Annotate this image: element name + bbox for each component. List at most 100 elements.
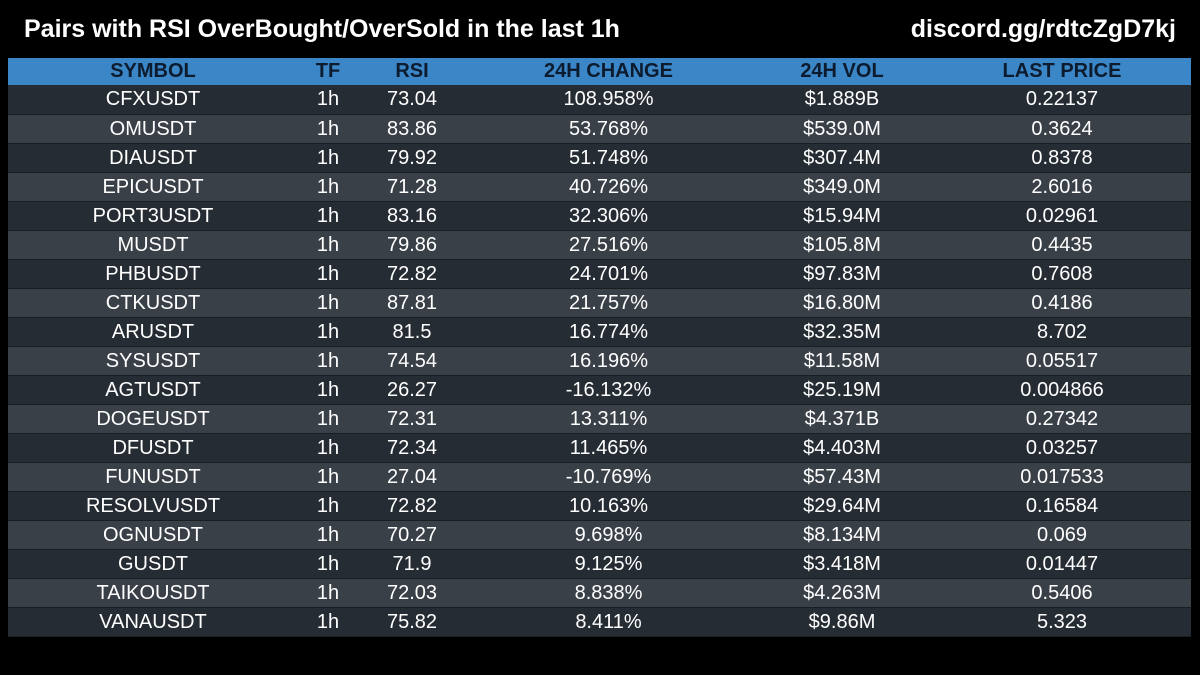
cell-24h-vol: $57.43M [751, 462, 933, 492]
table-row[interactable]: DFUSDT 1h 72.34 11.465% $4.403M 0.03257 [8, 433, 1191, 463]
column-header-last-price[interactable]: LAST PRICE [1002, 60, 1122, 82]
cell-24h-vol: $29.64M [751, 491, 933, 521]
cell-tf: 1h [298, 114, 358, 144]
cell-24h-change: 51.748% [466, 143, 751, 173]
cell-24h-change: 8.411% [466, 607, 751, 637]
cell-24h-vol: $1.889B [751, 85, 933, 115]
cell-symbol: PHBUSDT [8, 259, 298, 289]
cell-tf: 1h [298, 607, 358, 637]
cell-tf: 1h [298, 462, 358, 492]
table-row[interactable]: CFXUSDT 1h 73.04 108.958% $1.889B 0.22137 [8, 85, 1191, 115]
cell-rsi: 70.27 [358, 520, 466, 550]
cell-last-price: 0.27342 [933, 404, 1191, 434]
table-row[interactable]: CTKUSDT 1h 87.81 21.757% $16.80M 0.4186 [8, 288, 1191, 318]
cell-last-price: 0.7608 [933, 259, 1191, 289]
cell-24h-change: 8.838% [466, 578, 751, 608]
cell-24h-change: 9.125% [466, 549, 751, 579]
page-title: Pairs with RSI OverBought/OverSold in th… [24, 15, 620, 43]
cell-last-price: 0.02961 [933, 201, 1191, 231]
cell-24h-vol: $8.134M [751, 520, 933, 550]
cell-24h-vol: $32.35M [751, 317, 933, 347]
cell-rsi: 83.16 [358, 201, 466, 231]
cell-24h-change: 32.306% [466, 201, 751, 231]
cell-rsi: 73.04 [358, 85, 466, 115]
cell-tf: 1h [298, 549, 358, 579]
cell-tf: 1h [298, 520, 358, 550]
cell-24h-change: 10.163% [466, 491, 751, 521]
table-row[interactable]: FUNUSDT 1h 27.04 -10.769% $57.43M 0.017533 [8, 462, 1191, 492]
column-header-rsi[interactable]: RSI [395, 60, 429, 82]
cell-rsi: 79.86 [358, 230, 466, 260]
rsi-table: SYMBOL TF RSI 24H CHANGE 24H VOL LAST PR… [8, 58, 1191, 637]
cell-tf: 1h [298, 172, 358, 202]
table-row[interactable]: ARUSDT 1h 81.5 16.774% $32.35M 8.702 [8, 317, 1191, 347]
table-row[interactable]: PORT3USDT 1h 83.16 32.306% $15.94M 0.02961 [8, 201, 1191, 231]
cell-symbol: DFUSDT [8, 433, 298, 463]
cell-last-price: 5.323 [933, 607, 1191, 637]
cell-24h-vol: $349.0M [751, 172, 933, 202]
cell-symbol: CTKUSDT [8, 288, 298, 318]
page-header: Pairs with RSI OverBought/OverSold in th… [0, 0, 1200, 58]
cell-tf: 1h [298, 433, 358, 463]
cell-24h-change: 21.757% [466, 288, 751, 318]
table-row[interactable]: PHBUSDT 1h 72.82 24.701% $97.83M 0.7608 [8, 259, 1191, 289]
table-row[interactable]: OGNUSDT 1h 70.27 9.698% $8.134M 0.069 [8, 520, 1191, 550]
cell-symbol: CFXUSDT [8, 85, 298, 115]
cell-tf: 1h [298, 404, 358, 434]
cell-24h-change: 16.774% [466, 317, 751, 347]
cell-rsi: 71.28 [358, 172, 466, 202]
cell-rsi: 72.82 [358, 491, 466, 521]
cell-tf: 1h [298, 375, 358, 405]
cell-tf: 1h [298, 491, 358, 521]
cell-tf: 1h [298, 143, 358, 173]
cell-symbol: OMUSDT [8, 114, 298, 144]
cell-last-price: 0.4435 [933, 230, 1191, 260]
cell-rsi: 72.82 [358, 259, 466, 289]
column-header-24h-vol[interactable]: 24H VOL [800, 60, 884, 82]
cell-symbol: SYSUSDT [8, 346, 298, 376]
table-row[interactable]: DOGEUSDT 1h 72.31 13.311% $4.371B 0.27342 [8, 404, 1191, 434]
cell-last-price: 0.8378 [933, 143, 1191, 173]
table-body: CFXUSDT 1h 73.04 108.958% $1.889B 0.22137 OMUS… [8, 85, 1191, 637]
cell-tf: 1h [298, 85, 358, 115]
cell-symbol: VANAUSDT [8, 607, 298, 637]
cell-symbol: FUNUSDT [8, 462, 298, 492]
cell-last-price: 8.702 [933, 317, 1191, 347]
table-row[interactable]: MUSDT 1h 79.86 27.516% $105.8M 0.4435 [8, 230, 1191, 260]
cell-24h-vol: $15.94M [751, 201, 933, 231]
cell-symbol: GUSDT [8, 549, 298, 579]
column-header-symbol[interactable]: SYMBOL [110, 60, 196, 82]
cell-rsi: 83.86 [358, 114, 466, 144]
cell-last-price: 0.5406 [933, 578, 1191, 608]
table-row[interactable]: SYSUSDT 1h 74.54 16.196% $11.58M 0.05517 [8, 346, 1191, 376]
rsi-table-container: SYMBOL TF RSI 24H CHANGE 24H VOL LAST PR… [8, 58, 1191, 637]
cell-last-price: 0.017533 [933, 462, 1191, 492]
table-row[interactable]: AGTUSDT 1h 26.27 -16.132% $25.19M 0.004866 [8, 375, 1191, 405]
cell-symbol: EPICUSDT [8, 172, 298, 202]
table-row[interactable]: RESOLVUSDT 1h 72.82 10.163% $29.64M 0.16584 [8, 491, 1191, 521]
discord-link[interactable]: discord.gg/rdtcZgD7kj [910, 15, 1176, 43]
table-row[interactable]: TAIKOUSDT 1h 72.03 8.838% $4.263M 0.5406 [8, 578, 1191, 608]
cell-rsi: 72.34 [358, 433, 466, 463]
cell-tf: 1h [298, 288, 358, 318]
cell-24h-vol: $16.80M [751, 288, 933, 318]
cell-rsi: 75.82 [358, 607, 466, 637]
column-header-tf[interactable]: TF [315, 60, 341, 82]
cell-rsi: 81.5 [358, 317, 466, 347]
cell-symbol: RESOLVUSDT [8, 491, 298, 521]
table-row[interactable]: GUSDT 1h 71.9 9.125% $3.418M 0.01447 [8, 549, 1191, 579]
cell-last-price: 2.6016 [933, 172, 1191, 202]
table-header-row: SYMBOL TF RSI 24H CHANGE 24H VOL LAST PR… [8, 58, 1191, 85]
cell-rsi: 87.81 [358, 288, 466, 318]
table-row[interactable]: VANAUSDT 1h 75.82 8.411% $9.86M 5.323 [8, 607, 1191, 637]
cell-rsi: 79.92 [358, 143, 466, 173]
cell-24h-change: 11.465% [466, 433, 751, 463]
table-row[interactable]: OMUSDT 1h 83.86 53.768% $539.0M 0.3624 [8, 114, 1191, 144]
column-header-24h-change[interactable]: 24H CHANGE [544, 60, 673, 82]
cell-symbol: AGTUSDT [8, 375, 298, 405]
cell-24h-vol: $4.263M [751, 578, 933, 608]
cell-24h-vol: $25.19M [751, 375, 933, 405]
table-row[interactable]: DIAUSDT 1h 79.92 51.748% $307.4M 0.8378 [8, 143, 1191, 173]
table-row[interactable]: EPICUSDT 1h 71.28 40.726% $349.0M 2.6016 [8, 172, 1191, 202]
cell-last-price: 0.004866 [933, 375, 1191, 405]
